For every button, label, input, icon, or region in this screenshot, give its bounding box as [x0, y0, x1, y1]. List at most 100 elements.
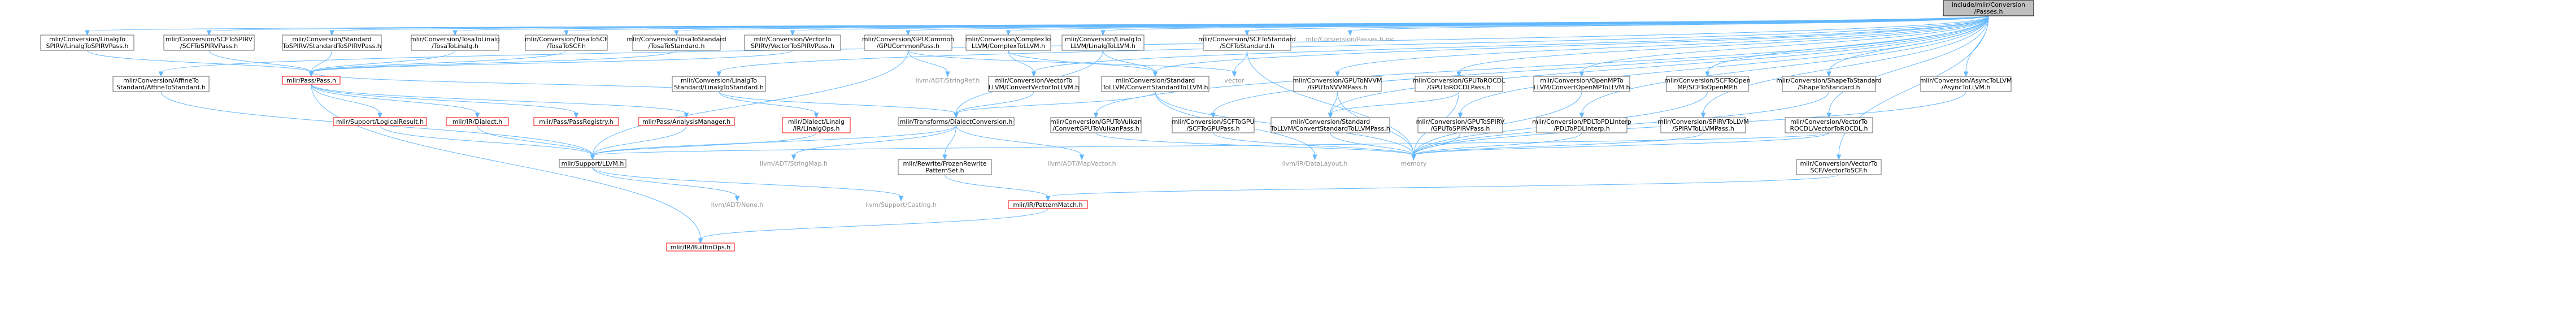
node-label-line: mlir/Conversion/OpenMPTo: [1540, 77, 1624, 84]
node-mlir-pass-pass-h[interactable]: mlir/Pass/Pass.h: [282, 76, 341, 85]
edge-line: [1095, 15, 1989, 114]
node-mlir-conversion-linalgtospirv-linalgtospirvpass-h[interactable]: mlir/Conversion/LinalgToSPIRV/LinalgToSP…: [40, 34, 134, 51]
edge-line: [1829, 15, 1989, 73]
node-mlir-pass-analysismanager-h[interactable]: mlir/Pass/AnalysisManager.h: [638, 117, 735, 126]
node-label-line: mlir/Pass/AnalysisManager.h: [642, 118, 730, 125]
node-mlir-conversion-tosatostandard-tosatostandard-h[interactable]: mlir/Conversion/TosaToStandard/TosaToSta…: [626, 34, 726, 51]
edge-line: [1350, 15, 1989, 32]
node-label-line: mlir/Conversion/Passes.h.inc: [1306, 36, 1394, 43]
edge-line: [945, 125, 956, 156]
node-label-line: mlir/Conversion/GPUToROCDL: [1413, 77, 1506, 84]
node-mlir-conversion-tosatolinalg-tosatolinalg-h[interactable]: mlir/Conversion/TosaToLinalg/TosaToLinal…: [410, 34, 500, 51]
edge-line: [1234, 50, 1247, 73]
edge-line: [592, 125, 687, 156]
node-mlir-conversion-vectortollvm-convertvectortollvm-h[interactable]: mlir/Conversion/VectorToLLVM/ConvertVect…: [988, 76, 1080, 92]
node-mlir-conversion-linalgtostandard-linalgtostandard-h[interactable]: mlir/Conversion/LinalgToStandard/LinalgT…: [672, 76, 766, 92]
node-label-line: ToLLVM/ConvertStandardToLLVM.h: [1102, 84, 1208, 91]
node-mlir-conversion-tosatoscf-tosatoscf-h[interactable]: mlir/Conversion/TosaToSCF/TosaToSCF.h: [525, 34, 608, 51]
edge-linalgllvm-to-stdllvm: [1103, 50, 1158, 77]
node-label-line: mlir/IR/PatternMatch.h: [1013, 201, 1082, 209]
node-mlir-conversion-scftospirv-scftospirvpass-h[interactable]: mlir/Conversion/SCFToSPIRV/SCFToSPIRVPas…: [163, 34, 255, 51]
node-mlir-ir-builtinops-h[interactable]: mlir/IR/BuiltinOps.h: [666, 243, 735, 252]
node-box: [559, 159, 626, 168]
node-label-line: /GPUToSPIRVPass.h: [1431, 125, 1490, 132]
node-box: [1920, 76, 2012, 92]
node-mlir-conversion-scftoopenmp-scftoopenmp-h[interactable]: mlir/Conversion/SCFToOpenMP/SCFToOpenMP.…: [1664, 76, 1751, 92]
edge-line: [380, 125, 593, 156]
node-box: [1203, 34, 1291, 51]
edge-arrowhead: [452, 30, 458, 36]
node-mlir-transforms-dialectconversion-h[interactable]: mlir/Transforms/DialectConversion.h: [898, 117, 1015, 126]
edge-line: [956, 125, 1082, 156]
edge-line: [311, 72, 719, 92]
edge-pdlinterp-to-memory: [1411, 132, 1582, 161]
edge-line: [1413, 132, 1704, 156]
edge-line: [956, 91, 1034, 114]
node-mlir-conversion-pdltopdlinterp-pdltopdlinterp-h[interactable]: mlir/Conversion/PDLToPDLInterp/PDLToPDLI…: [1532, 117, 1631, 133]
node-mlir-conversion-gpucommon-gpucommonpass-h[interactable]: mlir/Conversion/GPUCommon/GPUCommonPass.…: [862, 34, 954, 51]
edge-line: [956, 91, 1156, 114]
edge-line: [1247, 15, 1989, 32]
node-mlir-conversion-gputovulkan-convertgputovulkanpass-h[interactable]: mlir/Conversion/GPUToVulkan/ConvertGPUTo…: [1050, 117, 1142, 133]
node-label-line: mlir/Conversion/VectorTo: [995, 77, 1072, 84]
node-mlir-conversion-passes-h-inc: mlir/Conversion/Passes.h.inc: [1306, 36, 1394, 43]
edge-line: [592, 167, 902, 197]
node-include-mlir-conversion-passes-h[interactable]: include/mlir/Conversion/Passes.h: [1943, 0, 2034, 16]
node-mlir-support-llvm-h[interactable]: mlir/Support/LLVM.h: [559, 159, 626, 168]
node-mlir-conversion-standardtospirv-standardtospirvpass-h[interactable]: mlir/Conversion/StandardToSPIRV/Standard…: [282, 34, 382, 51]
node-label-line: /TosaToLinalg.h: [432, 42, 478, 50]
node-mlir-conversion-shapetostandard-shapetostandard-h[interactable]: mlir/Conversion/ShapeToStandard/ShapeToS…: [1776, 76, 1882, 92]
node-mlir-conversion-gputospirv-gputospirvpass-h[interactable]: mlir/Conversion/GPUToSPIRV/GPUToSPIRVPas…: [1416, 117, 1505, 133]
edge-line: [1213, 132, 1414, 156]
node-box: [965, 34, 1051, 51]
node-mlir-pass-passregistry-h[interactable]: mlir/Pass/PassRegistry.h: [533, 117, 619, 126]
node-mlir-conversion-vectortospirv-vectortospirvpass-h[interactable]: mlir/Conversion/VectorToSPIRV/VectorToSP…: [744, 34, 841, 51]
node-label-line: SCF/VectorToSCF.h: [1810, 167, 1867, 174]
node-label-line: mlir/Conversion/GPUToNVVM: [1293, 77, 1382, 84]
edge-tosastd-to-passpass: [308, 50, 677, 77]
node-mlir-dialect-linalg-ir-linalgops-h[interactable]: mlir/Dialect/Linalg/IR/LinalgOps.h: [782, 117, 851, 133]
node-mlir-conversion-vectortoscf-vectortoscf-h[interactable]: mlir/Conversion/VectorToSCF/VectorToSCF.…: [1796, 159, 1882, 175]
node-label-line: /ConvertGPUToVulkanPass.h: [1052, 125, 1139, 132]
node-label-line: mlir/Conversion/TosaToStandard: [626, 36, 726, 43]
node-mlir-conversion-scftogpu-scftogpupass-h[interactable]: mlir/Conversion/SCFToGPU/SCFToGPUPass.h: [1172, 117, 1255, 133]
node-mlir-conversion-standardtollvm-convertstandardtollvm-h[interactable]: mlir/Conversion/StandardToLLVM/ConvertSt…: [1101, 76, 1209, 92]
edge-arrowhead: [942, 154, 947, 161]
edge-arrowhead: [1245, 30, 1250, 36]
edge-arrowhead: [1100, 30, 1106, 36]
edge-line: [719, 91, 956, 114]
node-mlir-conversion-affinetostandard-affinetostandard-h[interactable]: mlir/Conversion/AffineToStandard/AffineT…: [112, 76, 210, 92]
node-label-line: /IR/LinalgOps.h: [793, 125, 839, 132]
node-mlir-conversion-standardtollvm-convertstandardtollvmpass-h[interactable]: mlir/Conversion/StandardToLLVM/ConvertSt…: [1270, 117, 1390, 133]
edge-arrowhead: [1031, 71, 1037, 77]
node-box: [411, 34, 499, 51]
node-box: [1415, 76, 1503, 92]
edge-line: [311, 50, 567, 73]
node-mlir-support-logicalresult-h[interactable]: mlir/Support/LogicalResult.h: [333, 117, 427, 126]
edge-line: [1581, 15, 1989, 114]
node-mlir-conversion-linalgtollvm-linalgtollvm-h[interactable]: mlir/Conversion/LinalgToLLVM/LinalgToLLV…: [1061, 34, 1145, 51]
node-mlir-conversion-vectortorocdl-vectortorocdl-h[interactable]: mlir/Conversion/VectorToROCDL/VectorToRO…: [1785, 117, 1873, 133]
node-label-line: mlir/Conversion/PDLToPDLInterp: [1532, 118, 1631, 125]
node-mlir-ir-dialect-h[interactable]: mlir/IR/Dialect.h: [446, 117, 509, 126]
node-mlir-conversion-openmptollvm-convertopenmptollvm-h[interactable]: mlir/Conversion/OpenMPToLLVM/ConvertOpen…: [1533, 76, 1630, 92]
node-mlir-conversion-gputorocdl-gputorocdlpass-h[interactable]: mlir/Conversion/GPUToROCDL/GPUToROCDLPas…: [1413, 76, 1506, 92]
node-mlir-conversion-gputonvvm-gputonvvmpass-h[interactable]: mlir/Conversion/GPUToNVVM/GPUToNVVMPass.…: [1293, 76, 1382, 92]
node-box: [1782, 76, 1876, 92]
edge-arrowhead: [684, 112, 689, 119]
node-mlir-conversion-asynctollvm-asynctollvm-h[interactable]: mlir/Conversion/AsyncToLLVM/AsyncToLLVM.…: [1920, 76, 2012, 92]
node-mlir-conversion-complextollvm-complextollvm-h[interactable]: mlir/Conversion/ComplexToLLVM/ComplexToL…: [965, 34, 1051, 51]
edge-arrowhead: [1826, 71, 1831, 77]
node-label-line: /SCFToStandard.h: [1220, 42, 1274, 50]
edge-root-to-spirvllvm: [1700, 15, 1989, 119]
node-mlir-ir-patternmatch-h[interactable]: mlir/IR/PatternMatch.h: [1008, 200, 1088, 209]
node-label-line: mlir/Conversion/Standard: [1116, 77, 1195, 84]
node-mlir-conversion-spirvtollvm-spirvtollvmpass-h[interactable]: mlir/Conversion/SPIRVToLLVM/SPIRVToLLVMP…: [1657, 117, 1749, 133]
edge-vecrocdl-to-memory: [1411, 132, 1829, 161]
node-mlir-conversion-scftostandard-scftostandard-h[interactable]: mlir/Conversion/SCFToStandard/SCFToStand…: [1198, 34, 1296, 51]
node-label-line: mlir/Support/LogicalResult.h: [336, 118, 424, 125]
edge-frozen-to-patternmatch: [945, 174, 1051, 202]
edge-line: [1047, 174, 1839, 197]
